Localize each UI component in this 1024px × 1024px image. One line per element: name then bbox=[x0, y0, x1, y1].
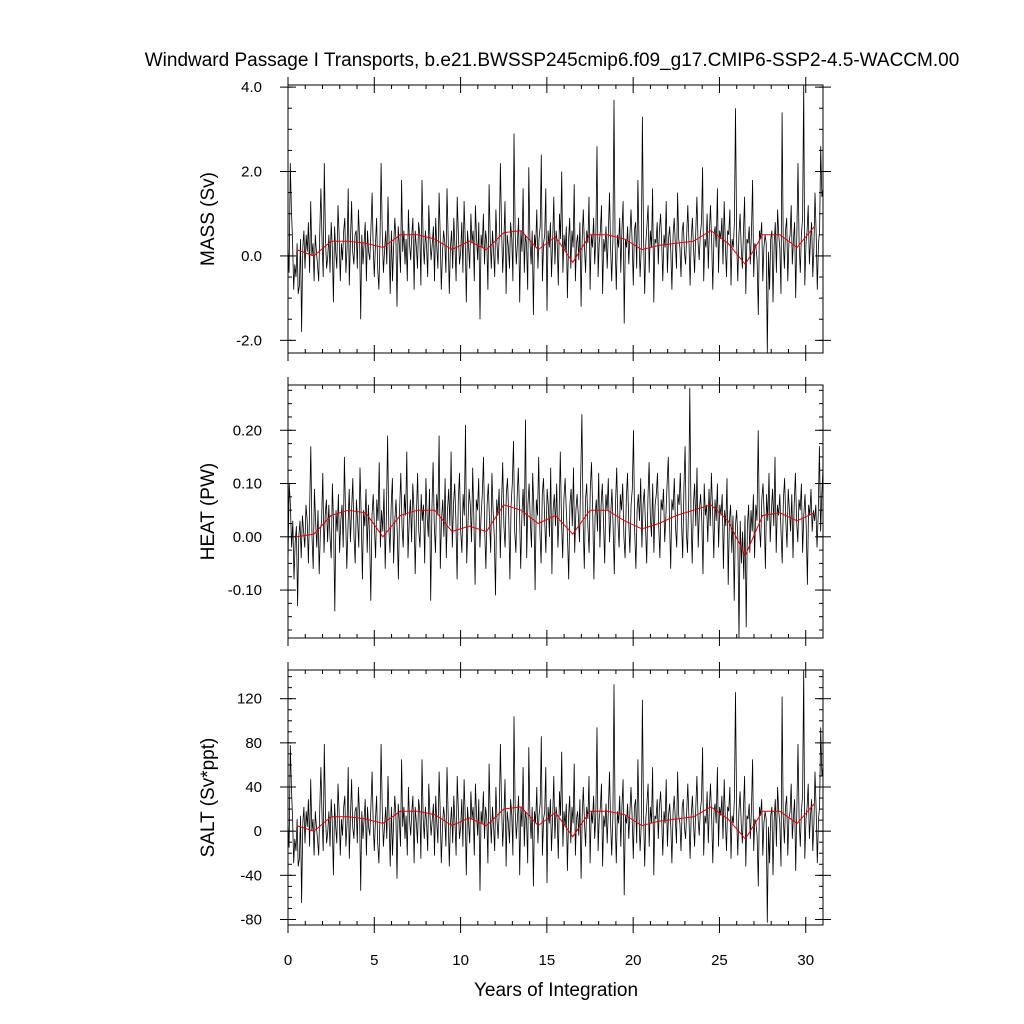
y-tick-label: 0.00 bbox=[233, 529, 262, 546]
panel-0: 4.0 2.0 0.0 -2.0 MASS (Sv) bbox=[198, 77, 831, 361]
y-axis-label: MASS (Sv) bbox=[198, 172, 219, 266]
x-tick-label: 15 bbox=[539, 952, 556, 969]
annual-mean-line bbox=[296, 504, 815, 557]
plot-frame bbox=[287, 384, 824, 639]
chart-title: Windward Passage I Transports, b.e21.BWS… bbox=[145, 50, 960, 71]
x-axis-label: Years of Integration bbox=[474, 980, 638, 1001]
x-tick-label: 5 bbox=[370, 952, 378, 969]
x-tick-label: 0 bbox=[284, 952, 292, 969]
y-tick-label: 0.20 bbox=[233, 422, 262, 439]
panel-1: 0.20 0.10 0.00 -0.10 HEAT (PW) bbox=[198, 377, 831, 646]
y-axis-label: SALT (Sv*ppt) bbox=[198, 738, 219, 858]
y-tick-label: 120 bbox=[237, 691, 262, 708]
annual-mean-line bbox=[296, 803, 815, 840]
y-tick-label: 0.10 bbox=[233, 476, 262, 493]
y-tick-label: 0 bbox=[254, 823, 262, 840]
y-tick-label: 2.0 bbox=[241, 164, 262, 181]
y-tick-label: -0.10 bbox=[228, 582, 262, 599]
y-axis-label: HEAT (PW) bbox=[198, 463, 219, 560]
panel-2: 120 80 40 0 -40 -80 SALT (Sv*ppt) bbox=[198, 662, 831, 933]
monthly-series-line bbox=[288, 670, 823, 923]
y-tick-label: -40 bbox=[240, 867, 262, 884]
x-tick-label: 25 bbox=[711, 952, 728, 969]
y-tick-label: 40 bbox=[245, 779, 262, 796]
annual-mean-line bbox=[296, 226, 815, 266]
y-tick-label: 0.0 bbox=[241, 248, 262, 265]
monthly-series-line bbox=[288, 85, 823, 353]
y-tick-label: 80 bbox=[245, 735, 262, 752]
x-tick-label: 30 bbox=[797, 952, 814, 969]
monthly-series-line bbox=[288, 387, 823, 638]
x-tick-label: 10 bbox=[452, 952, 469, 969]
y-tick-label: -80 bbox=[240, 911, 262, 928]
y-tick-label: -2.0 bbox=[236, 332, 262, 349]
x-tick-label: 20 bbox=[625, 952, 642, 969]
plot-frame bbox=[287, 669, 824, 926]
y-tick-label: 4.0 bbox=[241, 79, 262, 96]
plot-frame bbox=[287, 84, 824, 354]
